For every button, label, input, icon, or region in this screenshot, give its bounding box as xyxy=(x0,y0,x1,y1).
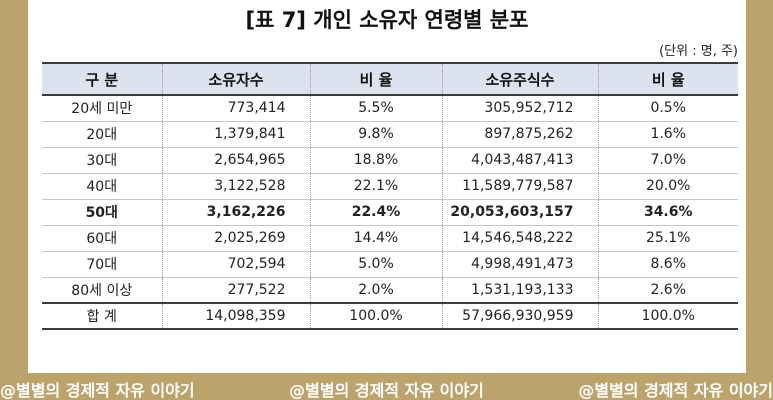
row-label: 50대 xyxy=(85,205,118,221)
holders-ratio-cell: 9.8% xyxy=(309,121,442,147)
shares-ratio-cell: 0.5% xyxy=(597,95,738,121)
shares-ratio-cell: 20.0% xyxy=(597,173,738,199)
header-category: 구 분 xyxy=(42,62,162,96)
shares-ratio-cell: 34.6% xyxy=(597,199,738,225)
shares-cell: 20,053,603,157 xyxy=(441,199,598,225)
header-holders-ratio: 비 율 xyxy=(309,62,442,96)
watermark-text: @별별의 경제적 자유 이야기 xyxy=(289,381,484,400)
holders-ratio-cell: 22.4% xyxy=(309,199,442,225)
unit-note: (단위 : 명, 주) xyxy=(659,44,738,59)
table-row: 60대 2,025,269 14.4% 14,546,548,222 25.1% xyxy=(42,225,738,251)
holders-cell: 2,654,965 xyxy=(161,147,310,173)
holders-cell: 3,162,226 xyxy=(161,199,310,225)
shares-ratio-cell: 7.0% xyxy=(597,147,738,173)
holders-ratio-cell: 22.1% xyxy=(309,173,442,199)
shares-ratio-cell: 8.6% xyxy=(597,251,738,277)
holders-ratio-cell: 18.8% xyxy=(309,147,442,173)
shares-cell: 1,531,193,133 xyxy=(441,277,598,303)
holders-ratio-cell: 5.0% xyxy=(309,251,442,277)
header-shares: 소유주식수 xyxy=(441,62,598,96)
table-title: [표 7] 개인 소유자 연령별 분포 xyxy=(245,8,529,32)
row-label: 80세 이상 xyxy=(71,282,133,299)
holders-cell: 3,122,528 xyxy=(161,173,310,199)
table-row: 70대 702,594 5.0% 4,998,491,473 8.6% xyxy=(42,251,738,277)
total-shares-cell: 57,966,930,959 xyxy=(441,303,598,329)
header-holders: 소유자수 xyxy=(161,62,310,96)
age-distribution-table: 구 분 소유자수 비 율 소유주식수 비 율 20세 미만 773,414 5.… xyxy=(42,62,738,330)
row-label: 70대 xyxy=(86,257,118,273)
shares-ratio-cell: 25.1% xyxy=(597,225,738,251)
total-row: 합 계 14,098,359 100.0% 57,966,930,959 100… xyxy=(42,303,738,329)
shares-cell: 11,589,779,587 xyxy=(441,173,598,199)
shares-cell: 4,043,487,413 xyxy=(441,147,598,173)
watermark-text: @별별의 경제적 자유 이야기 xyxy=(578,381,773,400)
row-label: 20세 미만 xyxy=(71,101,133,118)
table-row: 20세 미만 773,414 5.5% 305,952,712 0.5% xyxy=(42,95,738,121)
holders-ratio-cell: 2.0% xyxy=(309,277,442,303)
holders-cell: 2,025,269 xyxy=(161,225,310,251)
row-label: 60대 xyxy=(86,231,118,247)
watermark-text: @별별의 경제적 자유 이야기 xyxy=(0,381,195,400)
table-row: 80세 이상 277,522 2.0% 1,531,193,133 2.6% xyxy=(42,277,738,303)
holders-cell: 277,522 xyxy=(161,277,310,303)
total-holders-cell: 14,098,359 xyxy=(161,303,310,329)
holders-cell: 702,594 xyxy=(161,251,310,277)
table-row-highlighted: 50대 3,162,226 22.4% 20,053,603,157 34.6% xyxy=(42,199,738,225)
row-label: 40대 xyxy=(86,179,118,195)
shares-cell: 305,952,712 xyxy=(441,95,598,121)
total-holders-ratio-cell: 100.0% xyxy=(309,303,442,329)
table-row: 40대 3,122,528 22.1% 11,589,779,587 20.0% xyxy=(42,173,738,199)
shares-ratio-cell: 1.6% xyxy=(597,121,738,147)
holders-cell: 773,414 xyxy=(161,95,310,121)
total-label: 합 계 xyxy=(86,309,117,325)
table-row: 20대 1,379,841 9.8% 897,875,262 1.6% xyxy=(42,121,738,147)
holders-cell: 1,379,841 xyxy=(161,121,310,147)
shares-ratio-cell: 2.6% xyxy=(597,277,738,303)
holders-ratio-cell: 5.5% xyxy=(309,95,442,121)
table-card: [표 7] 개인 소유자 연령별 분포 (단위 : 명, 주) 구 분 소유자수… xyxy=(28,0,746,373)
shares-cell: 14,546,548,222 xyxy=(441,225,598,251)
row-label: 30대 xyxy=(86,153,118,169)
holders-ratio-cell: 14.4% xyxy=(309,225,442,251)
watermark-strip: @별별의 경제적 자유 이야기 @별별의 경제적 자유 이야기 @별별의 경제적… xyxy=(0,377,773,400)
shares-cell: 4,998,491,473 xyxy=(441,251,598,277)
shares-cell: 897,875,262 xyxy=(441,121,598,147)
row-label: 20대 xyxy=(86,127,118,143)
header-row: 구 분 소유자수 비 율 소유주식수 비 율 xyxy=(42,62,738,96)
table-row: 30대 2,654,965 18.8% 4,043,487,413 7.0% xyxy=(42,147,738,173)
header-shares-ratio: 비 율 xyxy=(597,62,738,96)
total-shares-ratio-cell: 100.0% xyxy=(597,303,738,329)
